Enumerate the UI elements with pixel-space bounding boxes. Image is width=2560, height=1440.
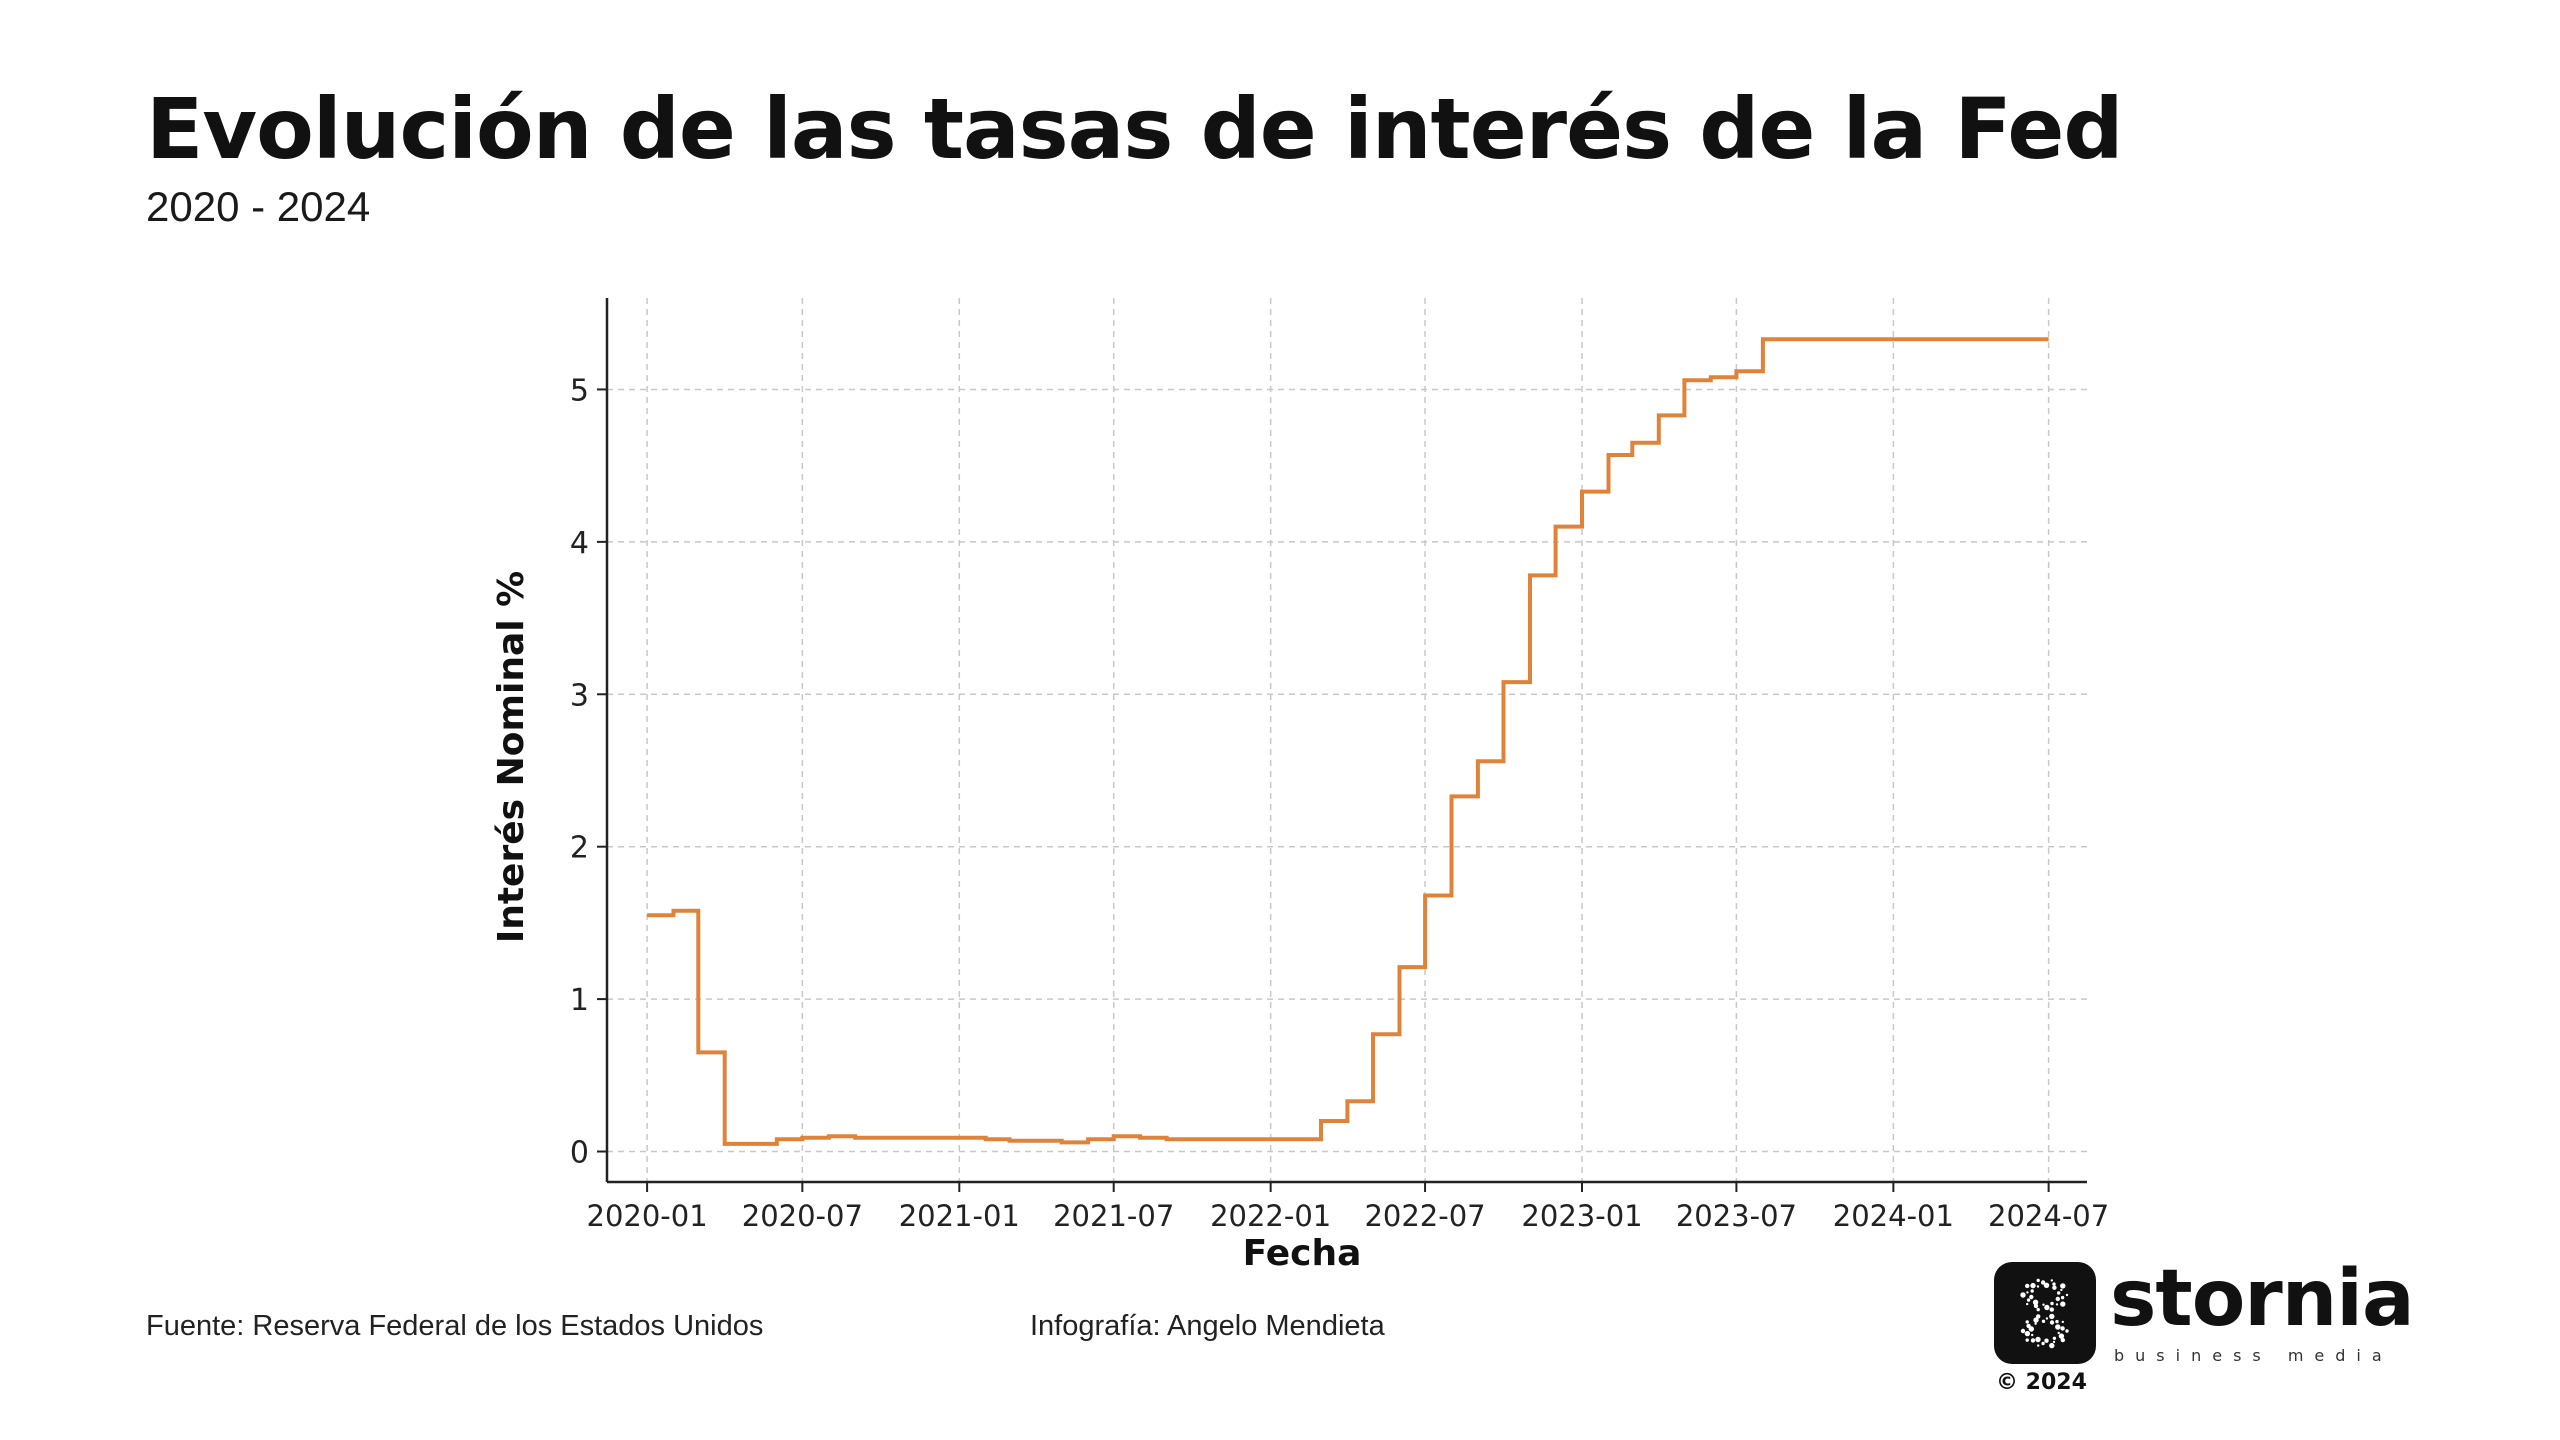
x-tick-label: 2022-07 xyxy=(1364,1199,1485,1233)
stornia-logo: stornia business media © 2024 xyxy=(1994,1254,2444,1402)
chart-title: Evolución de las tasas de interés de la … xyxy=(146,80,2123,178)
x-tick-label: 2020-01 xyxy=(587,1199,708,1233)
x-axis-label: Fecha xyxy=(1243,1233,1362,1274)
y-tick-label: 3 xyxy=(570,678,589,713)
s-dots-icon xyxy=(2020,1278,2069,1349)
chart-subtitle: 2020 - 2024 xyxy=(146,183,371,230)
series-line-fed-rate xyxy=(647,337,2049,1146)
tick-labels: 0 1 2 3 4 5 2020-01 2020-07 2021-01 2021-07 2022-0… xyxy=(570,373,2109,1233)
source-note: Fuente: Reserva Federal de los Estados U… xyxy=(146,1310,764,1342)
y-tick-label: 1 xyxy=(570,983,589,1018)
logo-tagline: business media xyxy=(2114,1346,2393,1365)
y-tick-label: 5 xyxy=(570,373,589,408)
logo-badge-icon xyxy=(1994,1262,2096,1364)
x-tick-label: 2022-01 xyxy=(1210,1199,1331,1233)
x-tick-label: 2024-07 xyxy=(1988,1199,2109,1233)
y-tick-label: 2 xyxy=(570,831,589,866)
y-tick-label: 0 xyxy=(570,1136,589,1171)
axes xyxy=(605,298,2087,1184)
x-tick-label: 2023-01 xyxy=(1521,1199,1642,1233)
x-tick-label: 2024-01 xyxy=(1833,1199,1954,1233)
x-tick-label: 2021-01 xyxy=(899,1199,1020,1233)
y-axis-label: Interés Nominal % xyxy=(491,571,532,943)
x-tick-label: 2021-07 xyxy=(1053,1199,1174,1233)
grid-lines xyxy=(607,298,2087,1182)
y-tick-label: 4 xyxy=(570,526,589,561)
copyright-label: © 2024 xyxy=(1996,1370,2087,1395)
x-tick-label: 2020-07 xyxy=(742,1199,863,1233)
x-tick-label: 2023-07 xyxy=(1676,1199,1797,1233)
logo-wordmark: stornia xyxy=(2110,1254,2415,1344)
credit-note: Infografía: Angelo Mendieta xyxy=(1030,1310,1385,1342)
